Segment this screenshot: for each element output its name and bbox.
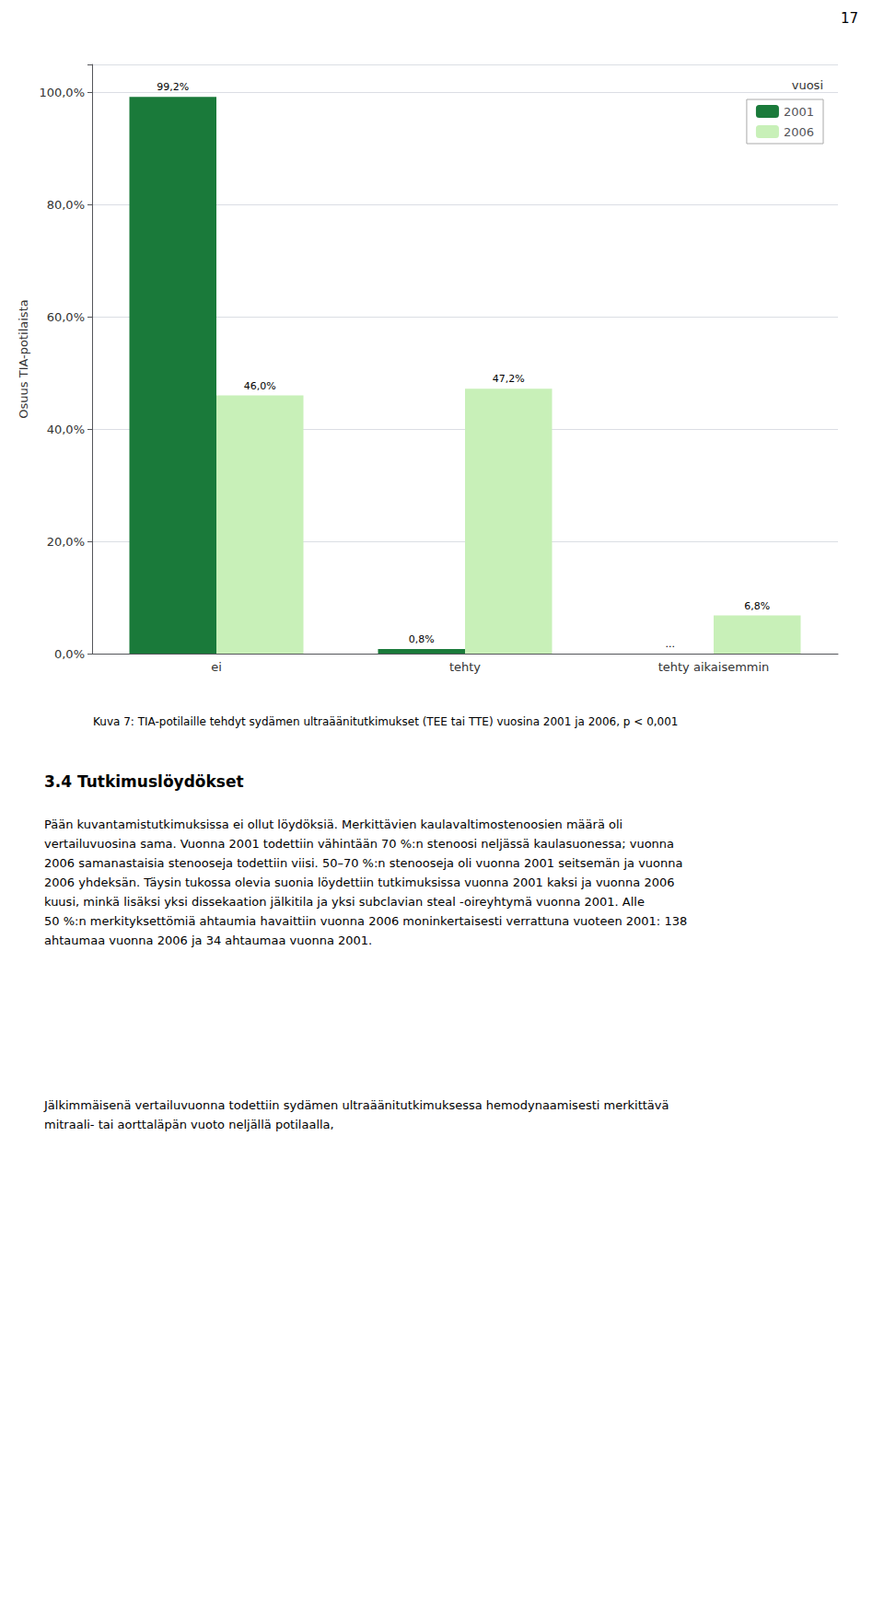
svg-text:Kuva 7: TIA-potilaille tehdyt: Kuva 7: TIA-potilaille tehdyt sydämen ul… bbox=[93, 715, 679, 729]
svg-text:mitraali- tai aorttaläpän vuot: mitraali- tai aorttaläpän vuoto neljällä… bbox=[44, 1117, 335, 1132]
svg-text:50 %:n merkityksettömiä ahtaum: 50 %:n merkityksettömiä ahtaumia havaitt… bbox=[44, 914, 691, 929]
svg-text:2006: 2006 bbox=[783, 125, 815, 140]
svg-text:tehty aikaisemmin: tehty aikaisemmin bbox=[658, 660, 770, 675]
svg-text:100,0%: 100,0% bbox=[38, 85, 85, 100]
svg-text:20,0%: 20,0% bbox=[46, 535, 85, 549]
svg-text:...: ... bbox=[665, 638, 676, 651]
svg-text:0,0%: 0,0% bbox=[54, 647, 85, 662]
svg-text:40,0%: 40,0% bbox=[46, 422, 85, 437]
svg-text:ei: ei bbox=[210, 660, 222, 675]
svg-text:2001: 2001 bbox=[783, 104, 815, 119]
svg-text:Osuus TIA-potilaista: Osuus TIA-potilaista bbox=[16, 299, 31, 419]
svg-text:Jälkimmäisenä vertailuvuonna t: Jälkimmäisenä vertailuvuonna todettiin s… bbox=[43, 1098, 674, 1113]
svg-text:vertailuvuosina sama. Vuonna 2: vertailuvuosina sama. Vuonna 2001 todett… bbox=[44, 837, 678, 851]
svg-text:0,8%: 0,8% bbox=[408, 633, 435, 646]
svg-text:Pään kuvantamistutkimuksissa e: Pään kuvantamistutkimuksissa ei ollut lö… bbox=[44, 817, 627, 832]
svg-text:60,0%: 60,0% bbox=[46, 310, 85, 325]
svg-text:99,2%: 99,2% bbox=[156, 81, 189, 94]
svg-text:2006 samanastaisia stenooseja: 2006 samanastaisia stenooseja todettiin … bbox=[44, 856, 687, 871]
svg-text:2006 yhdeksän. Täysin tukossa: 2006 yhdeksän. Täysin tukossa olevia suo… bbox=[44, 875, 679, 890]
svg-text:80,0%: 80,0% bbox=[46, 197, 85, 212]
svg-text:ahtaumaa vuonna 2006 ja 34 aht: ahtaumaa vuonna 2006 ja 34 ahtaumaa vuon… bbox=[44, 933, 373, 948]
svg-text:vuosi: vuosi bbox=[791, 78, 824, 93]
svg-text:47,2%: 47,2% bbox=[492, 372, 525, 385]
svg-text:17: 17 bbox=[840, 10, 859, 27]
svg-text:kuusi, minkä lisäksi yksi diss: kuusi, minkä lisäksi yksi dissekaation j… bbox=[44, 895, 649, 909]
svg-text:3.4 Tutkimuslöydökset: 3.4 Tutkimuslöydökset bbox=[44, 772, 245, 791]
svg-text:46,0%: 46,0% bbox=[244, 380, 277, 393]
svg-text:6,8%: 6,8% bbox=[744, 600, 770, 613]
svg-text:tehty: tehty bbox=[449, 660, 481, 675]
